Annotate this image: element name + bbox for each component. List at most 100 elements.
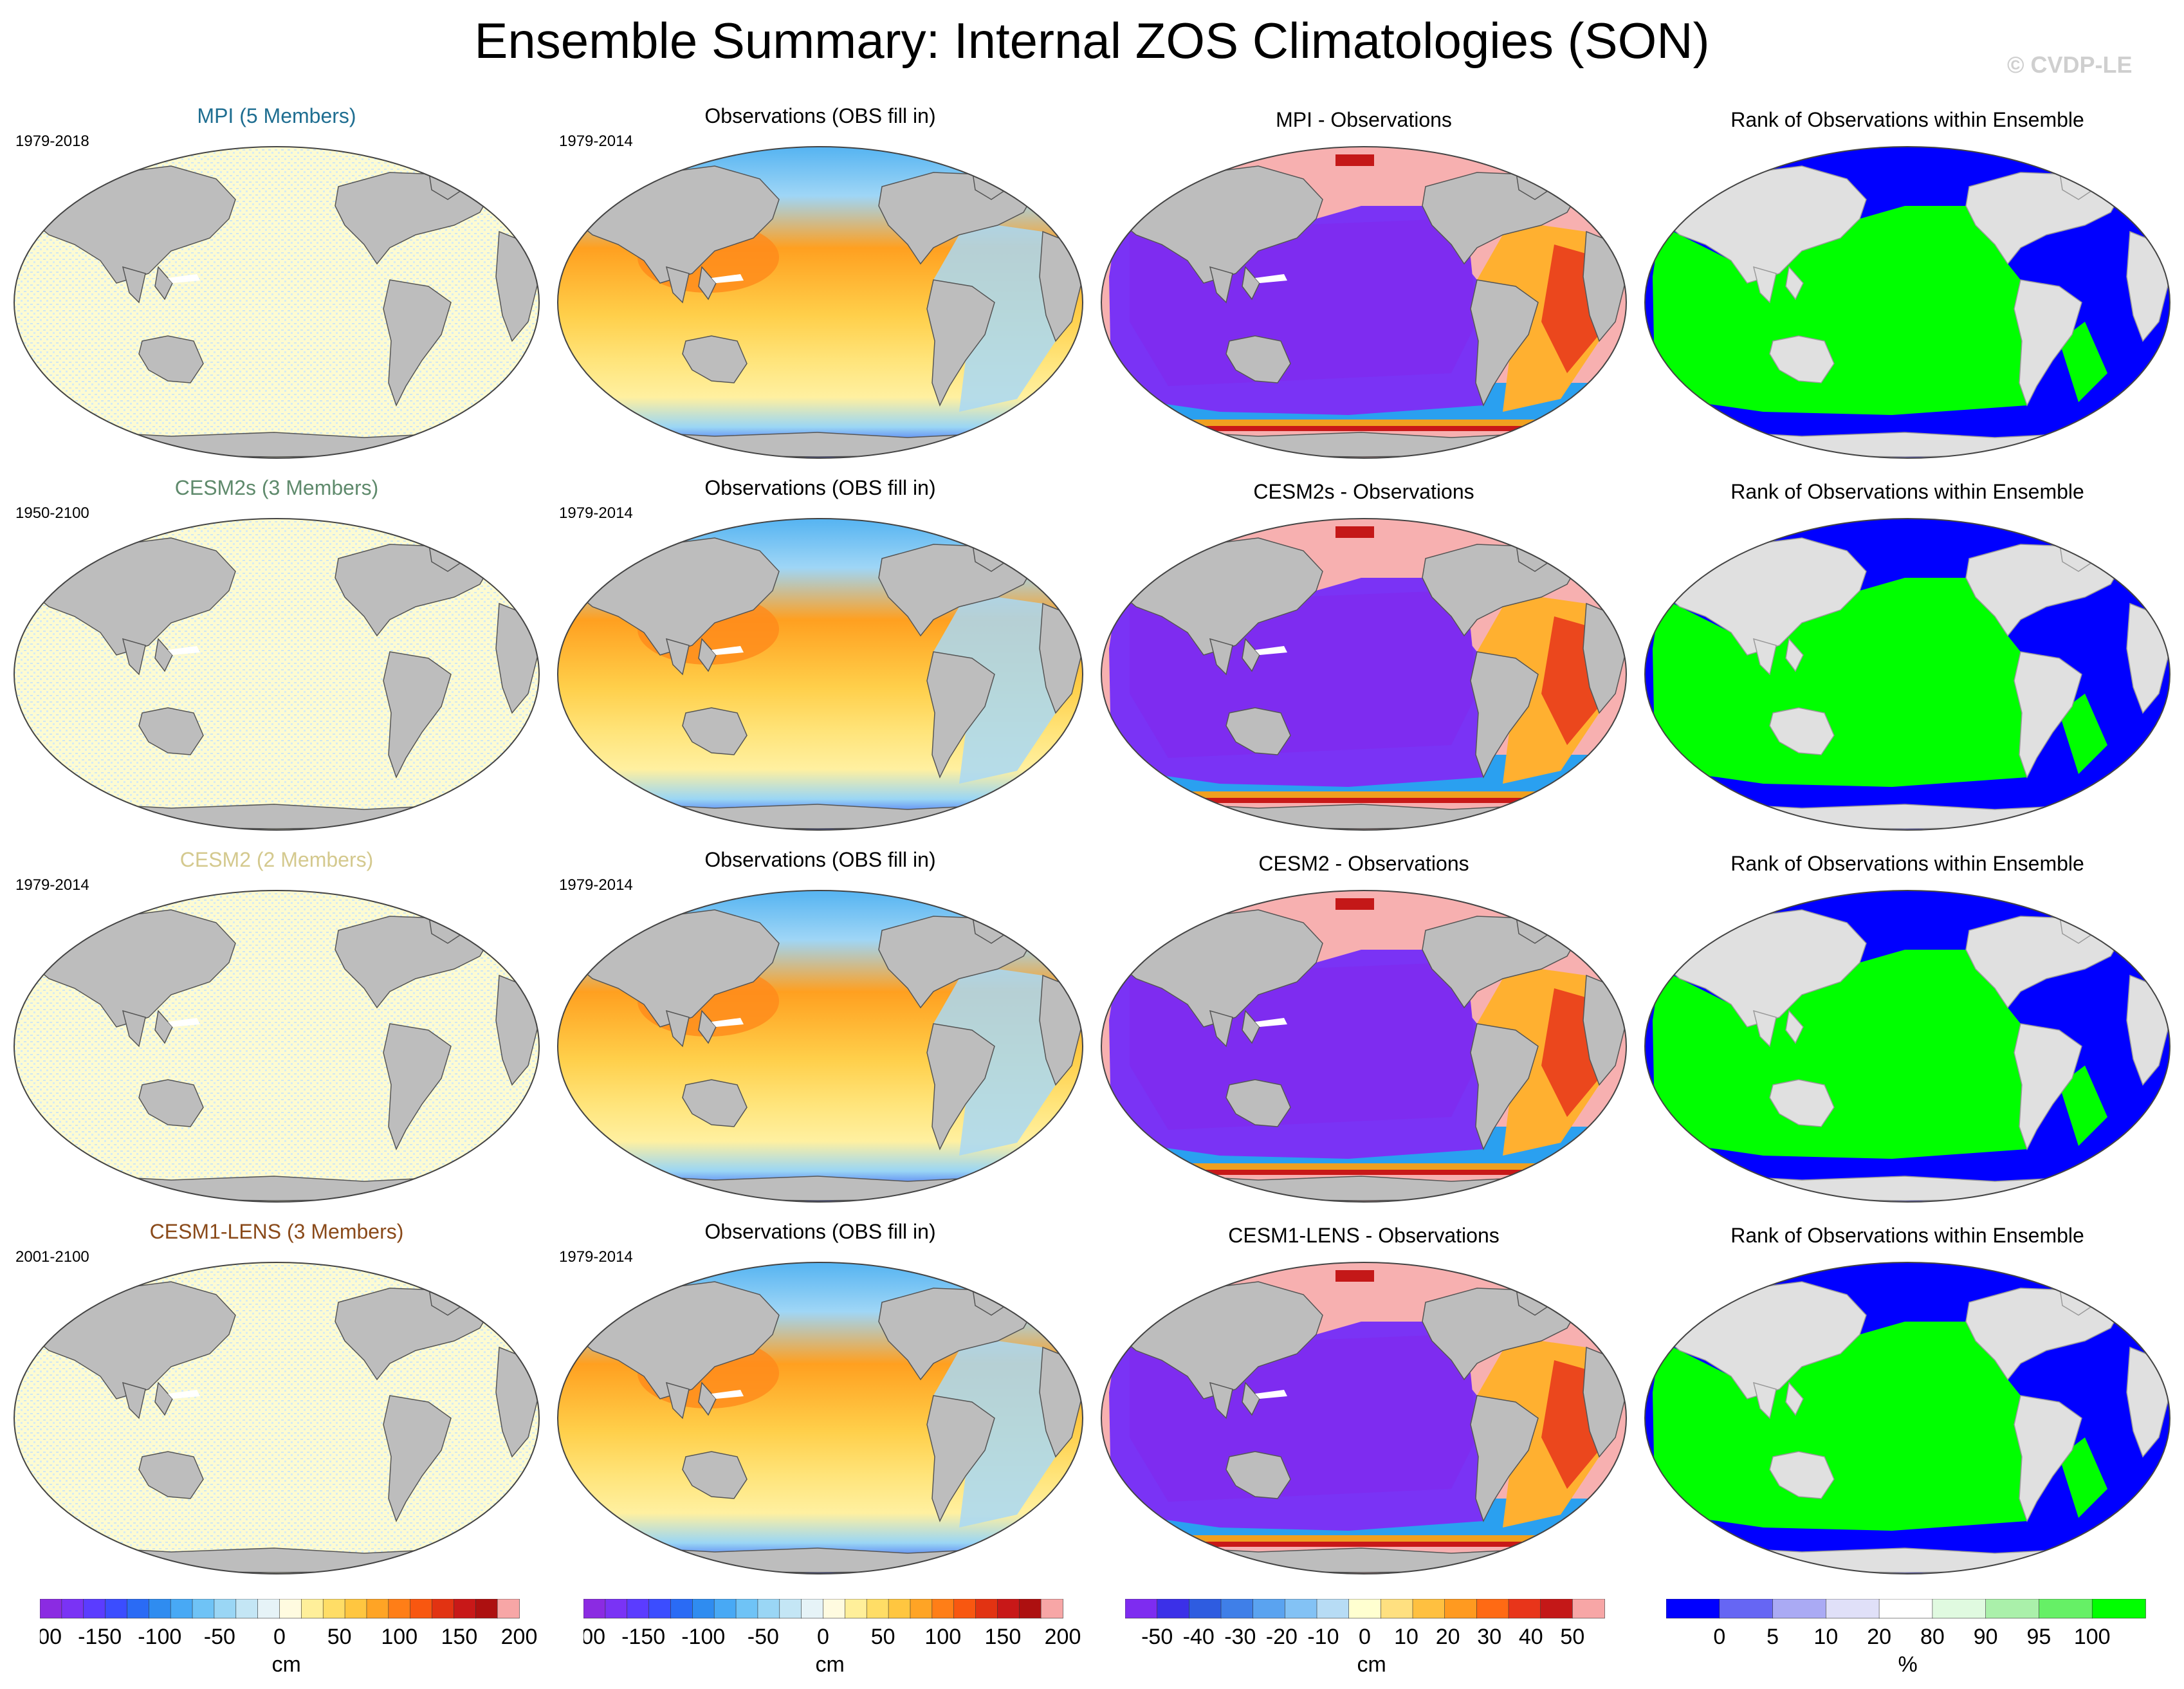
land-india [665,1381,690,1419]
land-india [1752,1010,1777,1048]
year-range: 1979-2014 [559,876,633,894]
colorbar-tick-label: -150 [78,1625,122,1649]
rank-panel: Rank of Observations within Ensemble [1635,848,2180,1221]
land-antarctica [1148,430,1582,457]
colorbar-swatch [648,1598,672,1619]
land-india [1752,638,1777,676]
colorbar-swatch [1316,1598,1350,1619]
colorbar-swatch [1220,1598,1254,1619]
ensemble-panel: CESM1-LENS (3 Members) 2001-2100 [4,1220,549,1593]
land-seasia [154,266,173,300]
colorbar-swatch [301,1598,324,1619]
colorbar-swatch [214,1598,237,1619]
colorbar-tick-label: -40 [1183,1625,1215,1649]
globe-outline [1101,1262,1627,1574]
land-seasia [698,638,717,672]
land-antarctica [604,1546,1038,1573]
land-australia [1769,707,1835,755]
land-samerica [383,1023,452,1150]
land-antarctica [1691,430,2125,457]
observations-panel-title: Observations (OBS fill in) [704,476,936,499]
colorbar-swatch [605,1598,628,1619]
colorbar-swatch [1772,1598,1827,1619]
difference-panel-title: CESM1-LENS - Observations [1228,1224,1500,1247]
colorbar-swatch [845,1598,868,1619]
difference-panel: CESM1-LENS - Observations [1091,1220,1637,1593]
ensemble-panel: CESM2 (2 Members) 1979-2014 [4,848,549,1221]
colorbar-swatch [692,1598,715,1619]
globe-outline [1101,890,1627,1203]
year-range: 1979-2014 [559,504,633,522]
globe-outline [14,1262,540,1574]
land-antarctica [1691,802,2125,829]
colorbar-tick-label: 50 [871,1625,895,1649]
colorbar-swatch [735,1598,758,1619]
colorbar-tick-label: 0 [817,1625,829,1649]
colorbar-tick-label: 80 [1920,1625,1945,1649]
colorbar-swatch [322,1598,345,1619]
land-antarctica [1691,1546,2125,1573]
ensemble-panel: MPI (5 Members) 1979-2018 [4,104,549,477]
difference-panel-title: CESM2s - Observations [1253,480,1474,503]
observations-map [557,1262,1083,1574]
colorbar-swatch [1666,1598,1720,1619]
colorbar-tick-label: 0 [1713,1625,1725,1649]
observations-panel: Observations (OBS fill in) 1979-2014 [547,1220,1093,1593]
land-antarctica [604,430,1038,457]
rank-panel: Rank of Observations within Ensemble [1635,104,2180,477]
land-australia [1769,1079,1835,1127]
colorbar-tick-label: 100 [381,1625,418,1649]
colorbar-swatch [1412,1598,1445,1619]
colorbar-tick-label: -150 [621,1625,665,1649]
colorbar-swatch [1285,1598,1317,1619]
difference-panel-title: MPI - Observations [1276,108,1452,131]
land-samerica [1470,1395,1539,1522]
land-seasia [1785,1010,1804,1044]
land-india [1752,1381,1777,1419]
land-antarctica [604,802,1038,829]
colorbar-tick-label: 150 [441,1625,478,1649]
land-india [1209,1381,1233,1419]
land-seasia [1785,638,1804,672]
colorbar-swatch [627,1598,650,1619]
ensemble-panel: CESM2s (3 Members) 1950-2100 [4,476,549,849]
land-australia [138,707,204,755]
year-range: 1979-2018 [15,133,89,150]
colorbar-swatch [823,1598,846,1619]
colorbar-swatch [497,1598,520,1619]
colorbar-swatch [1719,1598,1774,1619]
colorbar-swatch [757,1598,780,1619]
colorbar-swatch [344,1598,367,1619]
land-india [1209,266,1233,304]
land-india [122,266,146,304]
colorbar-tick-label: -200 [40,1625,62,1649]
difference-panel: CESM2 - Observations [1091,848,1637,1221]
globe-outline [557,146,1083,459]
page-title: Ensemble Summary: Internal ZOS Climatolo… [474,12,1710,69]
land-samerica [1470,279,1539,407]
ensemble-panel-title: CESM1-LENS (3 Members) [149,1220,404,1243]
globe-outline [557,518,1083,831]
colorbar-swatch [366,1598,389,1619]
colorbar-swatch [1540,1598,1574,1619]
land-seasia [1242,1381,1260,1416]
year-range: 1979-2014 [559,133,633,150]
colorbar-swatch [105,1598,128,1619]
rank-panel-title: Rank of Observations within Ensemble [1730,480,2084,503]
land-india [1209,638,1233,676]
observations-panel-title: Observations (OBS fill in) [704,104,936,127]
land-seasia [1785,266,1804,300]
land-antarctica [1148,802,1582,829]
land-seasia [1242,266,1260,300]
ensemble-map [14,146,540,459]
rank-panel: Rank of Observations within Ensemble [1635,476,2180,849]
colorbar-tick-label: 50 [327,1625,352,1649]
year-range: 1979-2014 [559,1248,633,1266]
land-australia [682,1451,748,1499]
land-seasia [1242,1010,1260,1044]
colorbar-tick-label: 100 [2074,1625,2111,1649]
land-antarctica [604,1174,1038,1201]
land-samerica [926,1395,995,1522]
rank-panel: Rank of Observations within Ensemble [1635,1220,2180,1593]
colorbar-tick-label: 20 [1436,1625,1460,1649]
